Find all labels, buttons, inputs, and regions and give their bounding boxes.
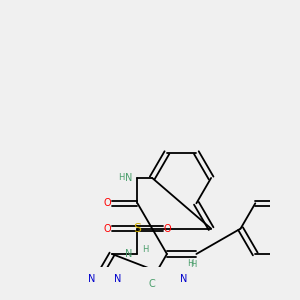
Text: H: H xyxy=(190,260,196,269)
Text: H: H xyxy=(187,260,194,268)
Text: C: C xyxy=(149,279,156,289)
Text: N: N xyxy=(125,173,132,183)
Text: H: H xyxy=(142,245,148,254)
Text: O: O xyxy=(104,198,111,208)
Text: N: N xyxy=(88,274,95,284)
Text: O: O xyxy=(164,224,171,234)
Text: O: O xyxy=(104,224,111,234)
Text: N: N xyxy=(125,249,132,259)
Text: H: H xyxy=(118,173,124,182)
Text: N: N xyxy=(114,274,122,284)
Text: S: S xyxy=(134,222,142,235)
Text: N: N xyxy=(180,274,187,284)
